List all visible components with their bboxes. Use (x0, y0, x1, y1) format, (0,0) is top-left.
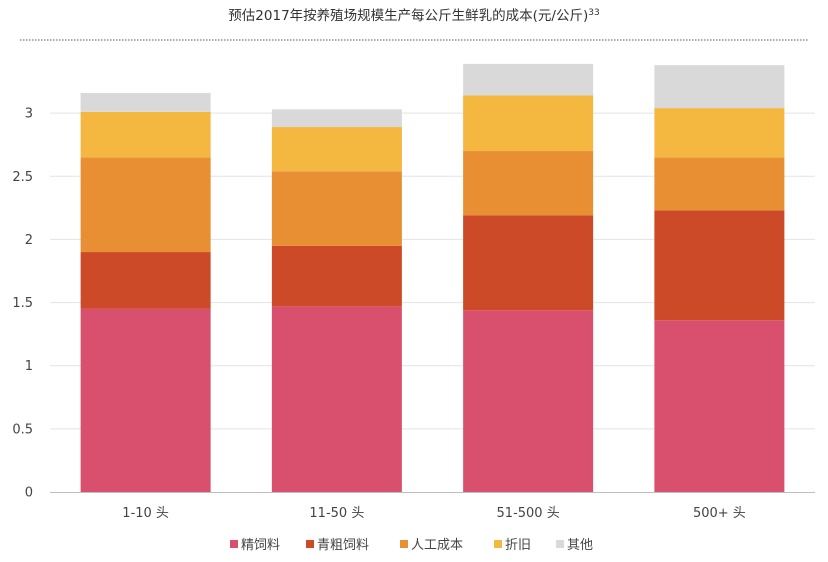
bar-segment (80, 111, 211, 158)
y-tick-label: 2.5 (12, 170, 33, 185)
y-tick-label: 3 (25, 107, 33, 122)
legend-swatch (556, 540, 564, 548)
bar-segment (654, 157, 785, 211)
x-tick-label: 500+ 头 (693, 506, 746, 521)
bar-segment (271, 127, 402, 172)
legend: 精饲料 青粗饲料 人工成本 折旧 其他 (230, 538, 593, 553)
legend-label: 折旧 (505, 538, 531, 553)
legend-swatch (230, 540, 238, 548)
legend-label: 人工成本 (411, 538, 463, 553)
bar-segment (271, 171, 402, 246)
y-tick-label: 0 (25, 486, 33, 501)
bar-segment (80, 92, 211, 112)
y-tick-label: 0.5 (12, 422, 33, 437)
bar-segment (463, 63, 594, 96)
legend-label: 青粗饲料 (317, 538, 369, 553)
bar-segment (654, 210, 785, 321)
legend-swatch (306, 540, 314, 548)
bar-segment (271, 109, 402, 128)
bar-segment (80, 252, 211, 309)
y-axis: 0 0.5 1 1.5 2 2.5 3 (12, 107, 33, 501)
bar-segment (463, 215, 594, 311)
legend-swatch (494, 540, 502, 548)
chart-title: 预估2017年按养殖场规模生产每公斤生鲜乳的成本(元/公斤)33 (228, 7, 599, 24)
y-tick-label: 2 (25, 233, 33, 248)
bar-segment (463, 95, 594, 152)
x-axis: 1-10 头 11-50 头 51-500 头 500+ 头 (50, 492, 815, 521)
y-tick-label: 1 (25, 359, 33, 374)
legend-label: 精饲料 (241, 538, 280, 553)
bar-segment (463, 151, 594, 216)
x-tick-label: 1-10 头 (122, 506, 169, 521)
legend-swatch (400, 540, 408, 548)
bar-segment (271, 245, 402, 307)
bar-segment (654, 108, 785, 158)
y-tick-label: 1.5 (12, 296, 33, 311)
bar-segment (80, 157, 211, 253)
bar-segment (463, 310, 594, 492)
x-tick-label: 11-50 头 (309, 506, 364, 521)
bar-segment (654, 320, 785, 492)
bar-segment (80, 308, 211, 492)
x-tick-label: 51-500 头 (497, 506, 560, 521)
bars (80, 63, 785, 492)
bar-segment (271, 306, 402, 492)
bar-segment (654, 65, 785, 109)
legend-label: 其他 (567, 538, 593, 553)
